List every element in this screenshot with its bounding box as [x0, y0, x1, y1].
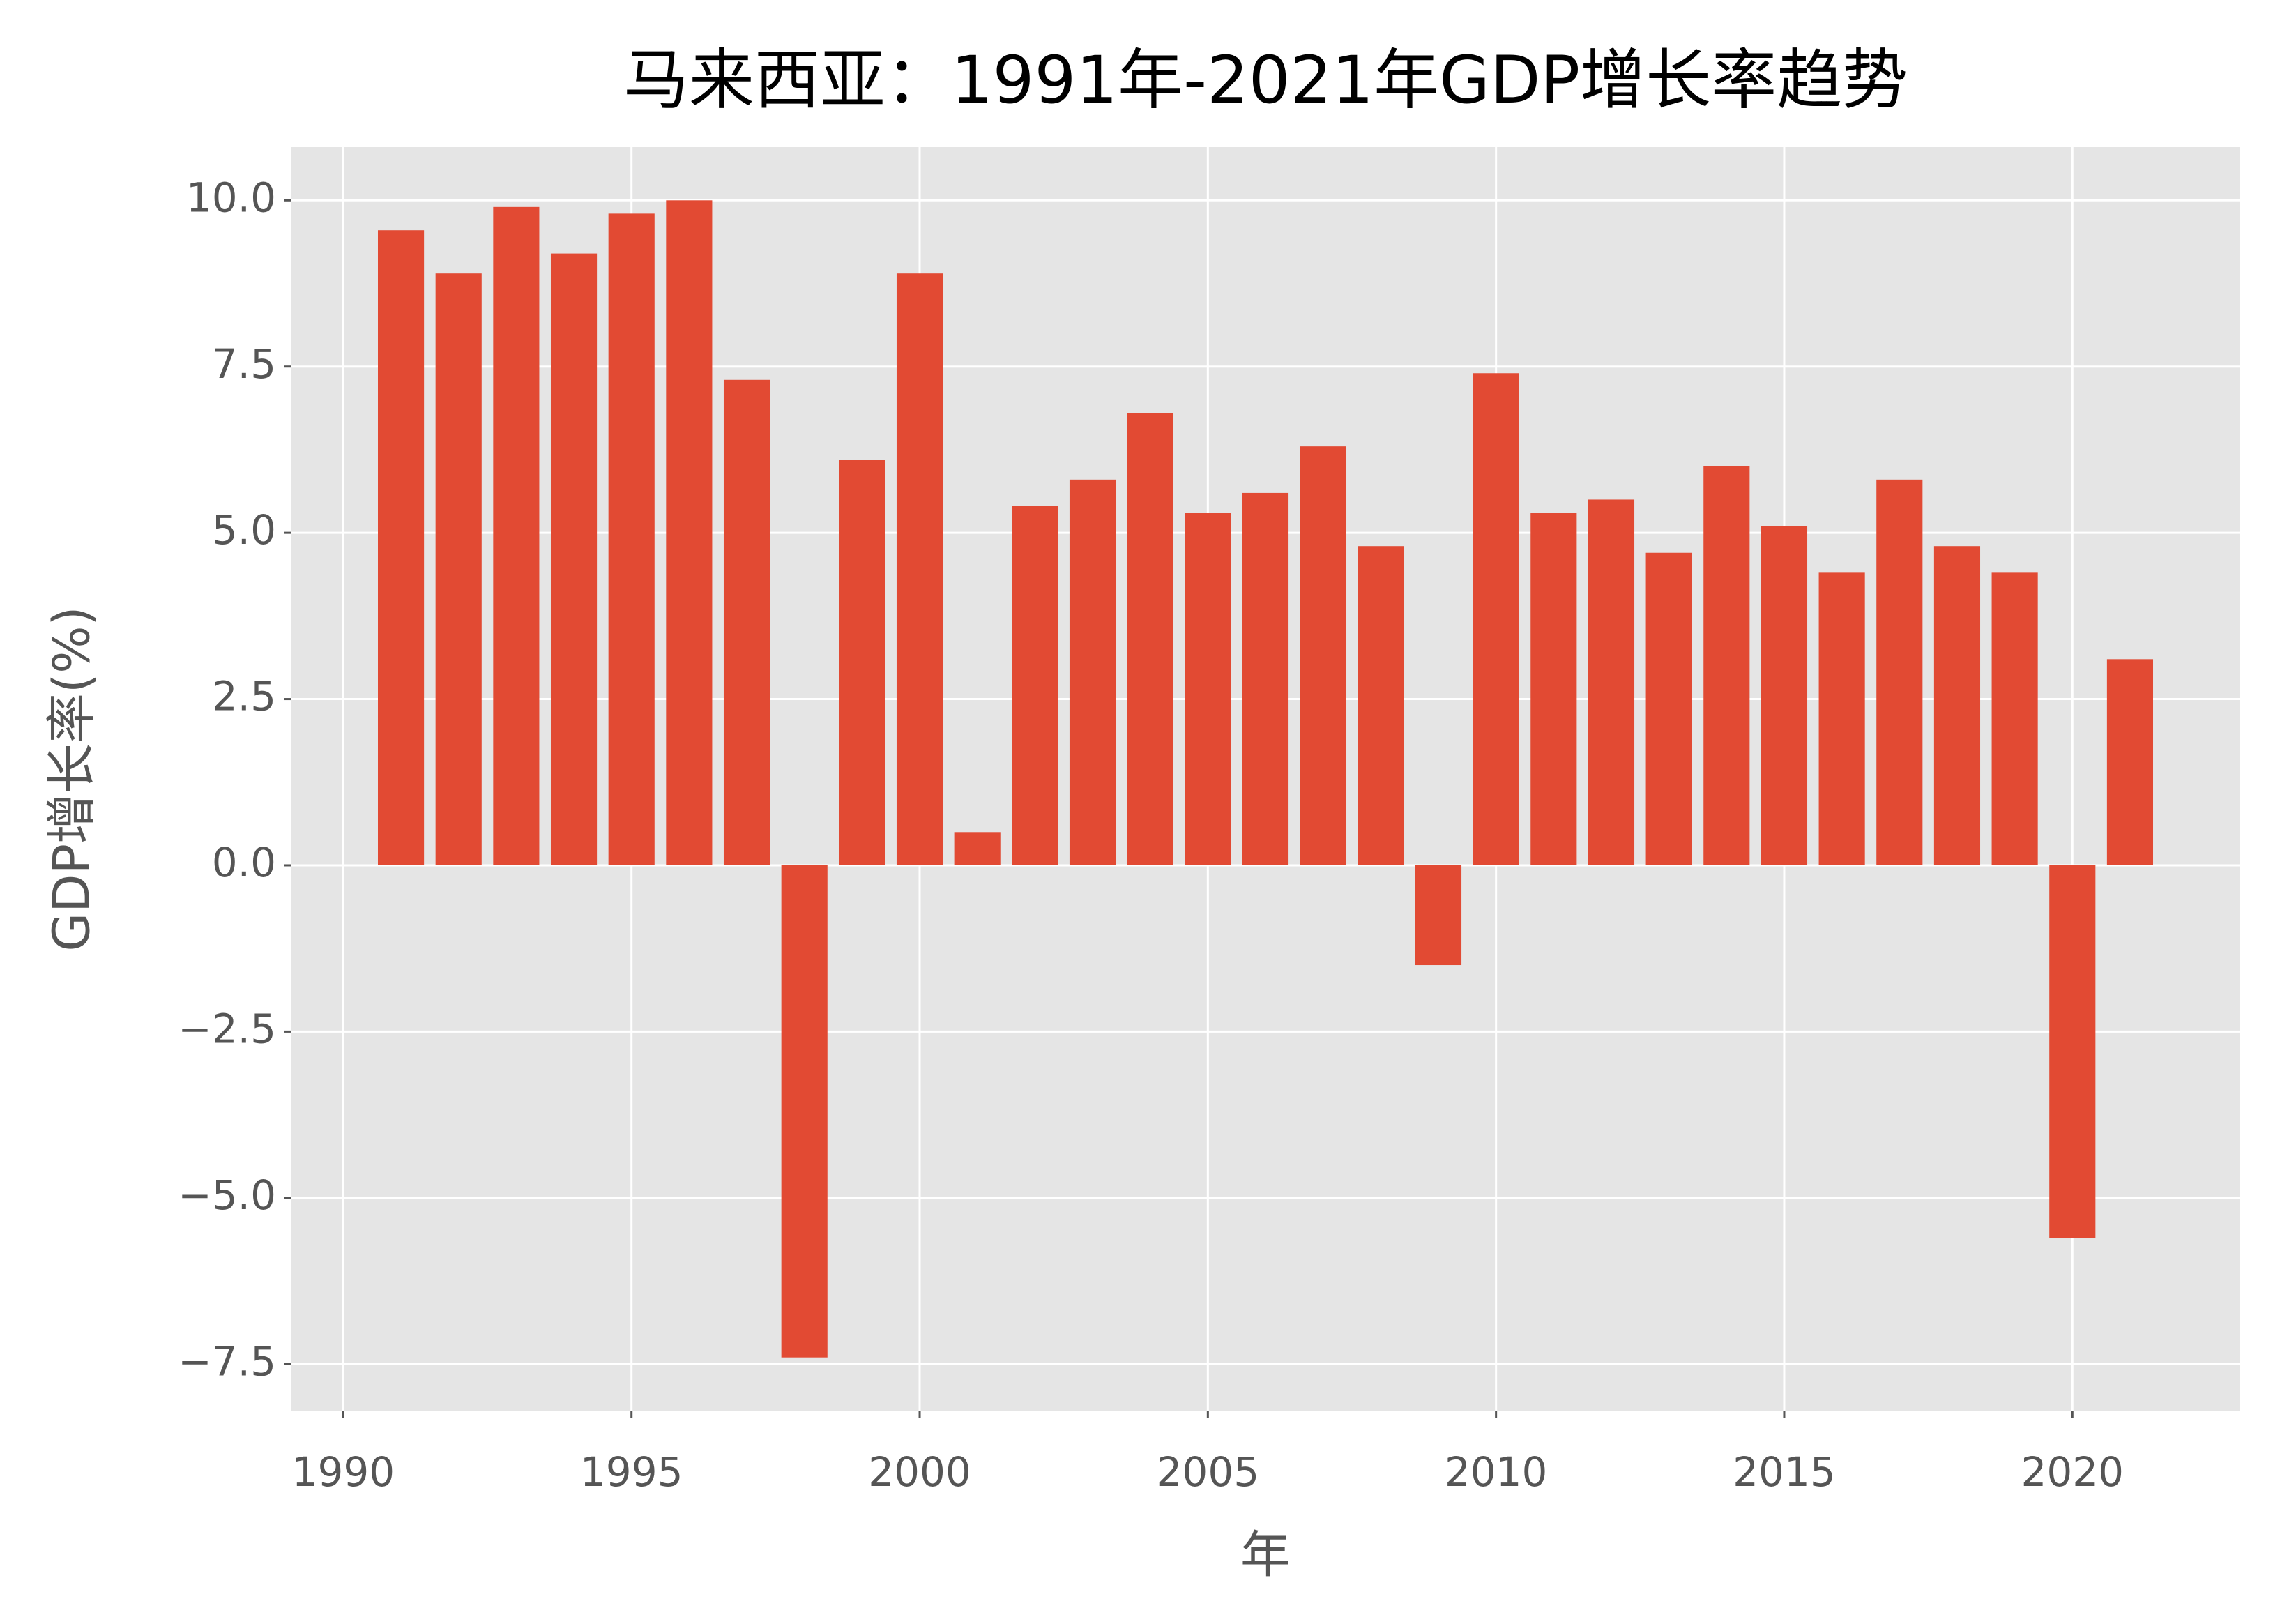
bar	[608, 213, 655, 865]
bar	[954, 832, 1001, 865]
y-tick-label: 0.0	[212, 839, 276, 886]
x-tick-label: 2005	[1157, 1448, 1260, 1496]
x-tick-label: 2020	[2021, 1448, 2124, 1496]
bar	[1069, 479, 1116, 865]
y-axis-label: GDP增长率(%)	[43, 606, 101, 951]
bar	[666, 200, 713, 865]
bar	[1588, 499, 1635, 865]
bar	[377, 230, 425, 865]
bar	[550, 253, 598, 865]
bar	[1473, 373, 1519, 865]
y-tick-label: 7.5	[212, 340, 276, 388]
y-tick-label: 5.0	[212, 506, 276, 554]
bar	[723, 379, 770, 865]
y-tick-label: 10.0	[186, 174, 276, 221]
x-tick-label: 2015	[1733, 1448, 1836, 1496]
bar	[1012, 506, 1058, 865]
x-tick-label: 2000	[868, 1448, 971, 1496]
bar	[1127, 413, 1173, 865]
bar	[1530, 513, 1577, 865]
bar	[2106, 659, 2154, 865]
bar	[896, 273, 943, 865]
bar	[1703, 466, 1750, 865]
y-tick-label: −5.0	[178, 1171, 276, 1219]
bar	[435, 273, 482, 865]
y-tick-label: 2.5	[212, 673, 276, 720]
x-tick-label: 2010	[1445, 1448, 1548, 1496]
bar	[839, 460, 885, 865]
bar	[1185, 513, 1231, 865]
bar	[493, 206, 540, 865]
x-tick-label: 1990	[292, 1448, 395, 1496]
x-axis-label: 年	[1240, 1526, 1291, 1584]
bar	[1415, 865, 1462, 966]
bar	[781, 865, 828, 1358]
bar	[1358, 546, 1404, 865]
y-tick-label: −2.5	[178, 1005, 276, 1053]
y-tick-label: −7.5	[178, 1337, 276, 1385]
x-tick-label: 1995	[580, 1448, 683, 1496]
bar	[1242, 492, 1289, 865]
bar	[1645, 552, 1692, 865]
bar	[1818, 572, 1865, 865]
bar	[1876, 479, 1923, 865]
bar	[2049, 865, 2096, 1238]
bar	[1933, 546, 1981, 865]
bar	[1991, 572, 2038, 865]
bar	[1300, 446, 1346, 865]
bar	[1761, 526, 1808, 865]
chart-title: 马来西亚：1991年-2021年GDP增长率趋势	[623, 43, 1908, 119]
